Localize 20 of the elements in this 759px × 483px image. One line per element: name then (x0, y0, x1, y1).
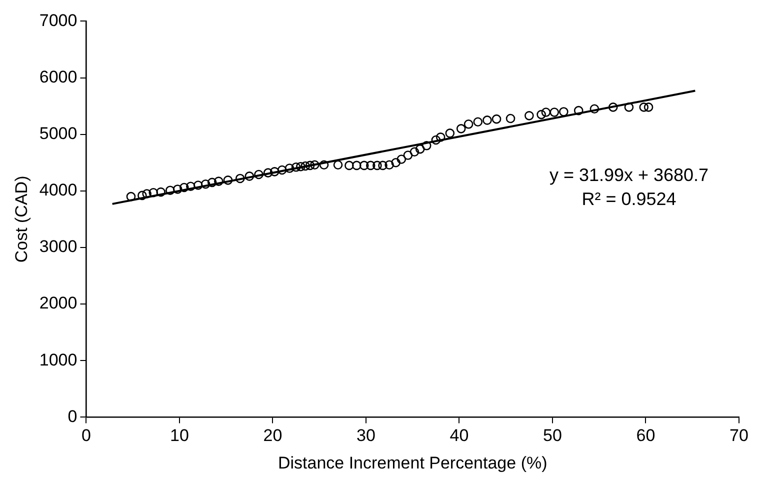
x-tick-label: 0 (81, 426, 91, 446)
x-tick-label: 40 (450, 426, 469, 446)
x-tick-label: 60 (636, 426, 656, 446)
annotation: y = 31.99x + 3680.7 (549, 165, 709, 186)
y-tick-label: 4000 (39, 180, 78, 200)
x-tick-label: 10 (170, 426, 189, 446)
y-tick-label: 6000 (39, 67, 78, 86)
y-tick-label: 7000 (39, 10, 78, 30)
y-tick-label: 5000 (39, 124, 78, 144)
y-tick-label: 2000 (39, 294, 78, 313)
annotation: R² = 0.9524 (582, 189, 676, 210)
y-tick-label: 0 (68, 406, 78, 426)
y-tick-label: 3000 (39, 237, 78, 256)
y-tick-label: 1000 (39, 350, 78, 370)
x-tick-label: 30 (356, 426, 376, 446)
x-axis-title: Distance Increment Percentage (%) (278, 453, 548, 472)
y-axis-title: Cost (CAD) (12, 176, 31, 263)
x-tick-label: 20 (263, 426, 282, 446)
x-tick-label: 70 (730, 426, 748, 446)
x-tick-label: 50 (543, 426, 562, 446)
